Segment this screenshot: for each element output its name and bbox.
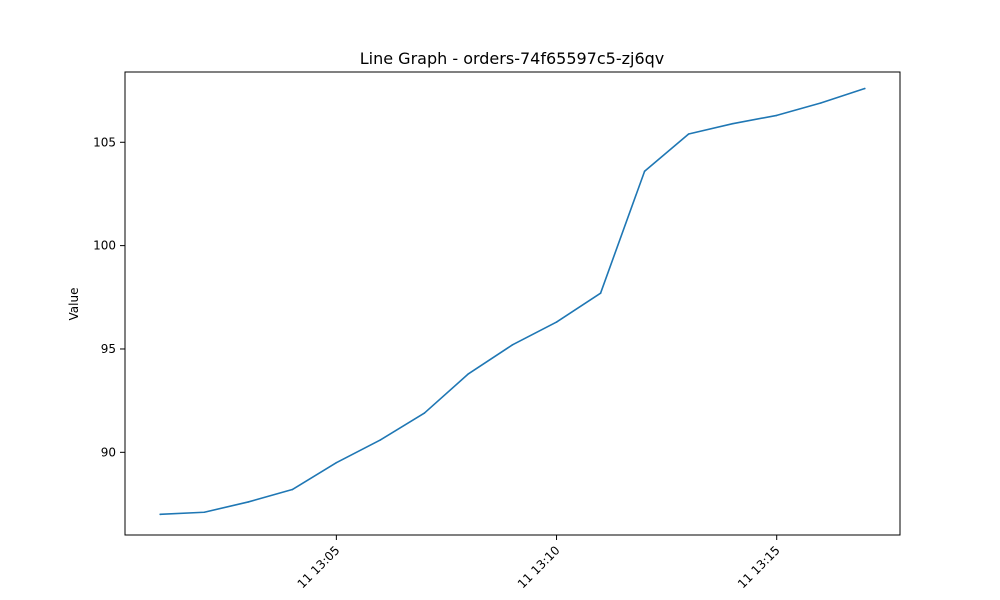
x-tick-label: 11 13:05: [295, 543, 343, 591]
x-tick-label: 11 13:10: [515, 543, 563, 591]
data-point: [511, 344, 514, 346]
data-point: [687, 133, 690, 135]
data-point: [643, 170, 646, 173]
series-group: [159, 87, 866, 516]
y-tick-label: 100: [93, 239, 116, 253]
y-axis: 90 95 100 105: [93, 135, 125, 459]
data-point: [335, 461, 338, 464]
x-tick-label: 11 13:15: [735, 543, 783, 591]
data-point: [599, 292, 602, 294]
data-point: [555, 321, 558, 323]
data-point: [379, 439, 382, 441]
series-line: [159, 87, 866, 516]
data-point: [291, 488, 294, 491]
x-axis: 11 13:05 11 13:10 11 13:15: [295, 535, 783, 591]
data-point: [159, 513, 162, 516]
data-point: [203, 511, 206, 514]
y-tick-label: 105: [93, 135, 116, 149]
data-point: [467, 372, 470, 375]
data-point: [863, 87, 866, 90]
data-point: [819, 102, 822, 104]
data-point: [423, 412, 426, 414]
chart-title: Line Graph - orders-74f65597c5-zj6qv: [360, 49, 665, 68]
data-point: [775, 114, 778, 117]
data-point: [731, 122, 734, 125]
y-axis-label: Value: [67, 288, 81, 321]
y-tick-label: 90: [101, 445, 116, 459]
data-point: [247, 501, 250, 503]
y-tick-label: 95: [101, 342, 116, 356]
plot-area: [124, 71, 901, 536]
